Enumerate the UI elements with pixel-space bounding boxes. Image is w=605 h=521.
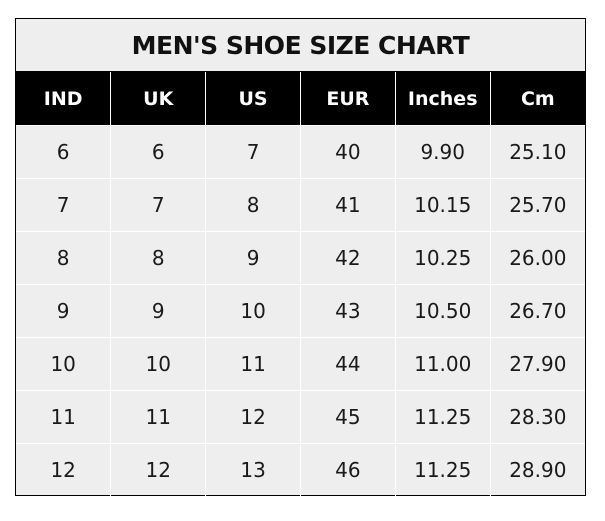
cell-cm: 28.30 bbox=[489, 390, 585, 444]
cell-uk: 10 bbox=[110, 337, 206, 391]
cell-ind: 9 bbox=[16, 284, 111, 338]
cell-us: 8 bbox=[205, 178, 301, 232]
cell-ind: 6 bbox=[16, 125, 111, 179]
cell-inches: 10.50 bbox=[394, 284, 491, 338]
cell-uk: 12 bbox=[110, 443, 206, 496]
cell-ind: 7 bbox=[16, 178, 111, 232]
table-row: 6 6 7 40 9.90 25.10 bbox=[16, 125, 585, 179]
cell-cm: 26.00 bbox=[489, 231, 585, 285]
cell-uk: 9 bbox=[110, 284, 206, 338]
column-header-inches: Inches bbox=[394, 71, 491, 126]
table-row: 8 8 9 42 10.25 26.00 bbox=[16, 231, 585, 285]
cell-uk: 8 bbox=[110, 231, 206, 285]
cell-cm: 25.70 bbox=[489, 178, 585, 232]
cell-cm: 25.10 bbox=[489, 125, 585, 179]
cell-us: 11 bbox=[205, 337, 301, 391]
cell-eur: 43 bbox=[299, 284, 396, 338]
size-table: MEN'S SHOE SIZE CHART IND UK US EUR Inches Cm… bbox=[16, 19, 585, 496]
table-row: 10 10 11 44 11.00 27.90 bbox=[16, 337, 585, 391]
cell-eur: 46 bbox=[299, 443, 396, 496]
table-row: 12 12 13 46 11.25 28.90 bbox=[16, 443, 585, 496]
cell-inches: 9.90 bbox=[394, 125, 491, 179]
cell-inches: 10.15 bbox=[394, 178, 491, 232]
cell-inches: 11.25 bbox=[394, 390, 491, 444]
cell-us: 12 bbox=[205, 390, 301, 444]
cell-ind: 11 bbox=[16, 390, 111, 444]
cell-cm: 26.70 bbox=[489, 284, 585, 338]
cell-eur: 44 bbox=[299, 337, 396, 391]
column-header-cm: Cm bbox=[489, 71, 585, 126]
cell-ind: 12 bbox=[16, 443, 111, 496]
cell-ind: 10 bbox=[16, 337, 111, 391]
cell-us: 9 bbox=[205, 231, 301, 285]
cell-eur: 42 bbox=[299, 231, 396, 285]
table-row: 9 9 10 43 10.50 26.70 bbox=[16, 284, 585, 338]
shoe-size-chart: MEN'S SHOE SIZE CHART IND UK US EUR Inches Cm… bbox=[15, 18, 586, 496]
cell-eur: 41 bbox=[299, 178, 396, 232]
cell-inches: 11.00 bbox=[394, 337, 491, 391]
cell-eur: 45 bbox=[299, 390, 396, 444]
column-header-uk: UK bbox=[110, 71, 206, 126]
column-header-ind: IND bbox=[16, 71, 111, 126]
chart-title: MEN'S SHOE SIZE CHART bbox=[16, 19, 585, 72]
cell-eur: 40 bbox=[299, 125, 396, 179]
cell-uk: 11 bbox=[110, 390, 206, 444]
cell-uk: 7 bbox=[110, 178, 206, 232]
cell-us: 7 bbox=[205, 125, 301, 179]
cell-inches: 10.25 bbox=[394, 231, 491, 285]
cell-ind: 8 bbox=[16, 231, 111, 285]
cell-us: 10 bbox=[205, 284, 301, 338]
cell-uk: 6 bbox=[110, 125, 206, 179]
cell-us: 13 bbox=[205, 443, 301, 496]
cell-cm: 28.90 bbox=[489, 443, 585, 496]
table-row: 7 7 8 41 10.15 25.70 bbox=[16, 178, 585, 232]
header-row: IND UK US EUR Inches Cm bbox=[16, 71, 585, 126]
cell-cm: 27.90 bbox=[489, 337, 585, 391]
table-row: 11 11 12 45 11.25 28.30 bbox=[16, 390, 585, 444]
column-header-eur: EUR bbox=[299, 71, 396, 126]
column-header-us: US bbox=[205, 71, 301, 126]
cell-inches: 11.25 bbox=[394, 443, 491, 496]
